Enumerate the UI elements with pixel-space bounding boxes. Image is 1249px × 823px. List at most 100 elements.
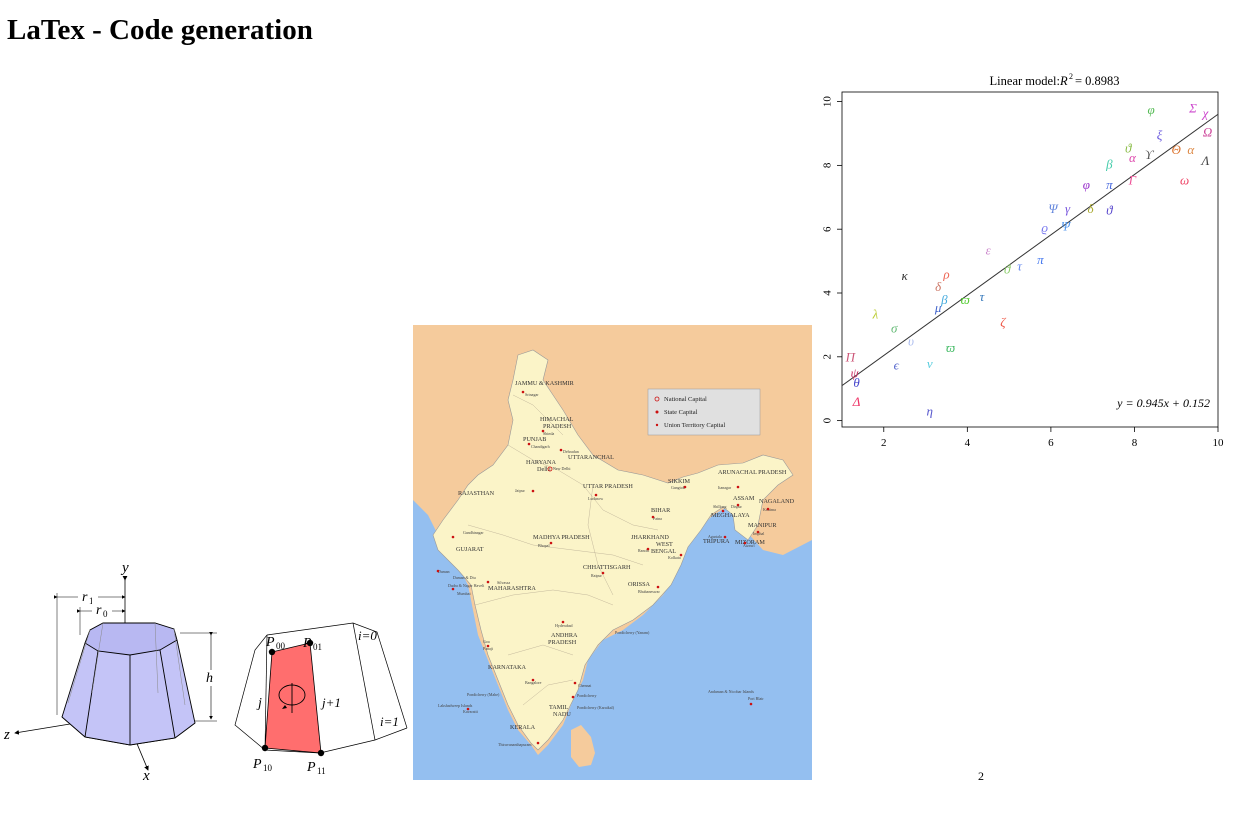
svg-text:ASSAM: ASSAM — [733, 495, 755, 502]
y-tick-label: 4 — [822, 290, 834, 296]
svg-text:MANIPUR: MANIPUR — [748, 522, 777, 529]
scatter-point: μ — [934, 300, 942, 315]
vertex-p11 — [317, 749, 325, 757]
page-title: LaTex - Code generation — [7, 14, 313, 46]
svg-text:Jaipur: Jaipur — [515, 488, 525, 493]
svg-text:KERALA: KERALA — [510, 724, 536, 731]
axis-y-label: y — [120, 560, 129, 576]
scatter-point: Σ — [1188, 101, 1197, 116]
scatter-point: β — [1105, 156, 1113, 171]
x-tick-label: 10 — [1213, 437, 1225, 449]
svg-text:PUNJAB: PUNJAB — [523, 436, 546, 443]
svg-text:WEST: WEST — [656, 541, 673, 548]
scatter-point: φ — [1148, 102, 1155, 117]
svg-text:Imphal: Imphal — [753, 531, 765, 536]
page-number: 2 — [978, 769, 984, 783]
svg-text:RAJASTHAN: RAJASTHAN — [458, 490, 495, 497]
svg-text:Kohima: Kohima — [763, 507, 776, 512]
svg-text:Dadra & Nagar Haveli: Dadra & Nagar Haveli — [448, 583, 485, 588]
scatter-point: α — [1187, 142, 1195, 157]
svg-text:01: 01 — [313, 642, 322, 652]
map-legend: National Capital State Capital Union Ter… — [647, 388, 761, 436]
scatter-point: ϖ — [961, 292, 971, 307]
scatter-point: τ — [1017, 258, 1023, 273]
r0-label: r 0 — [92, 603, 112, 619]
svg-text:Pondicherry (Yanam): Pondicherry (Yanam) — [615, 630, 650, 635]
svg-text:Gangtok: Gangtok — [671, 485, 685, 490]
x-tick-label: 4 — [965, 437, 971, 449]
svg-text:PRADESH: PRADESH — [543, 423, 572, 430]
svg-text:ANDHRA: ANDHRA — [551, 632, 578, 639]
frustum-top-face — [84, 622, 178, 656]
scatter-point: θ — [853, 375, 860, 390]
vertex-p10 — [261, 744, 269, 752]
sea-arabian — [413, 500, 812, 780]
scatter-point: β — [940, 292, 948, 307]
svg-text:= 0.8983: = 0.8983 — [1075, 74, 1120, 88]
legend-state: State Capital — [664, 409, 698, 416]
scatter-point: δ — [1088, 201, 1095, 216]
svg-text:Port Blair: Port Blair — [748, 696, 764, 701]
svg-text:Ranchi: Ranchi — [638, 548, 650, 553]
svg-text:Pondicherry (Karaikal): Pondicherry (Karaikal) — [577, 705, 615, 710]
svg-text:Goa: Goa — [483, 639, 490, 644]
plot-frame — [841, 91, 1219, 428]
svg-text:BIHAR: BIHAR — [651, 507, 671, 514]
label-p00: P 00 — [265, 635, 286, 651]
svg-text:Daman & Diu: Daman & Diu — [453, 575, 476, 580]
india-land — [432, 349, 794, 751]
svg-text:11: 11 — [317, 766, 326, 776]
panel-figure: P 00 P 01 P 10 P 11 i=0 i=1 j j+1 — [234, 622, 408, 776]
svg-text:Chennai: Chennai — [578, 683, 592, 688]
scatter-point: Ψ — [1048, 201, 1059, 216]
vertex-p00 — [268, 648, 276, 656]
scatter-chart: Linear model: R 2 = 0.8983 2 4 6 8 10 0 2 4 6 8 1… — [822, 72, 1225, 449]
svg-text:Panaji: Panaji — [483, 646, 494, 651]
svg-text:HARYANA: HARYANA — [526, 459, 556, 466]
regression-equation: y = 0.945x + 0.152 — [1116, 396, 1210, 410]
y-tick-label: 0 — [822, 417, 834, 423]
scatter-point: κ — [902, 268, 909, 283]
scatter-point: ϑ — [1004, 262, 1011, 277]
svg-text:Daman: Daman — [438, 569, 450, 574]
svg-text:Mumbai: Mumbai — [457, 591, 471, 596]
scatter-point: χ — [1201, 105, 1209, 120]
svg-text:MEGHALAYA: MEGHALAYA — [711, 512, 750, 519]
svg-text:00: 00 — [276, 641, 286, 651]
y-tick-label: 2 — [822, 354, 834, 360]
svg-text:JHARKHAND: JHARKHAND — [631, 534, 669, 541]
svg-text:h: h — [206, 671, 213, 686]
y-tick-label: 6 — [822, 226, 834, 232]
svg-text:PRADESH: PRADESH — [548, 639, 577, 646]
svg-text:Gandhinagar: Gandhinagar — [463, 530, 484, 535]
regression-line — [841, 113, 1219, 387]
svg-text:P: P — [252, 757, 262, 772]
axis-z-label: z — [3, 727, 10, 743]
sri-lanka — [571, 725, 595, 767]
svg-text:Shimla: Shimla — [543, 431, 555, 436]
scatter-point: ν — [927, 356, 933, 371]
scatter-point: σ — [891, 321, 898, 336]
svg-text:NADU: NADU — [553, 711, 571, 718]
svg-text:Kavaratti: Kavaratti — [463, 709, 479, 714]
svg-text:Chandigarh: Chandigarh — [531, 444, 550, 449]
svg-text:MIZORAM: MIZORAM — [735, 539, 765, 546]
scatter-point: ϑ — [1106, 203, 1113, 218]
scatter-point: ϖ — [946, 340, 956, 355]
svg-text:Lucknow: Lucknow — [588, 496, 603, 501]
scatter-point: ξ — [1157, 128, 1163, 143]
scatter-point: ϵ — [894, 357, 900, 372]
scatter-point: υ — [908, 333, 914, 348]
svg-text:Kolkata: Kolkata — [668, 555, 681, 560]
svg-text:MAHARASHTRA: MAHARASHTRA — [488, 585, 536, 592]
svg-text:Raipur: Raipur — [591, 573, 603, 578]
india-map: National Capital State Capital Union Ter… — [413, 325, 812, 780]
svg-text:UTTARANCHAL: UTTARANCHAL — [568, 454, 614, 461]
r1-label: r 1 — [78, 588, 98, 606]
svg-text:P: P — [302, 636, 312, 651]
vertex-p01 — [306, 639, 314, 647]
scatter-point: φ — [1083, 177, 1090, 192]
scatter-point: ω — [1180, 172, 1189, 187]
svg-text:SIKKIM: SIKKIM — [668, 478, 690, 485]
